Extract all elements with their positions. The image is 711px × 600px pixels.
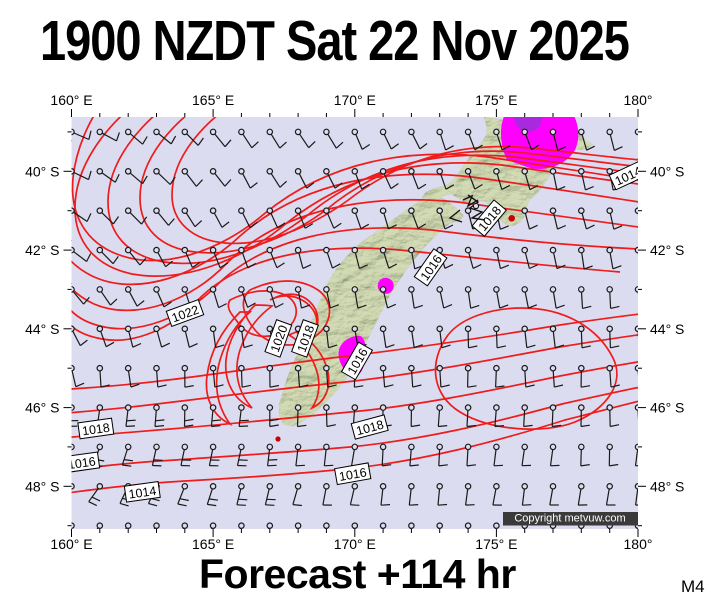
svg-text:165° E: 165° E (192, 92, 234, 108)
svg-text:170° E: 170° E (334, 536, 376, 552)
svg-text:160° E: 160° E (50, 92, 92, 108)
svg-text:44° S: 44° S (25, 321, 59, 337)
svg-text:42° S: 42° S (650, 242, 684, 258)
svg-text:48° S: 48° S (650, 478, 684, 494)
svg-text:48° S: 48° S (25, 478, 59, 494)
svg-text:Copyright metvuw.com: Copyright metvuw.com (514, 513, 625, 525)
svg-text:40° S: 40° S (650, 163, 684, 179)
svg-text:44° S: 44° S (650, 321, 684, 337)
svg-text:46° S: 46° S (25, 400, 59, 416)
svg-text:180°: 180° (624, 92, 653, 108)
svg-text:160° E: 160° E (50, 536, 92, 552)
svg-text:175° E: 175° E (475, 536, 517, 552)
svg-text:40° S: 40° S (25, 163, 59, 179)
svg-text:165° E: 165° E (192, 536, 234, 552)
svg-text:42° S: 42° S (25, 242, 59, 258)
svg-text:175° E: 175° E (475, 92, 517, 108)
svg-text:170° E: 170° E (334, 92, 376, 108)
svg-text:180°: 180° (624, 536, 653, 552)
svg-text:46° S: 46° S (650, 400, 684, 416)
